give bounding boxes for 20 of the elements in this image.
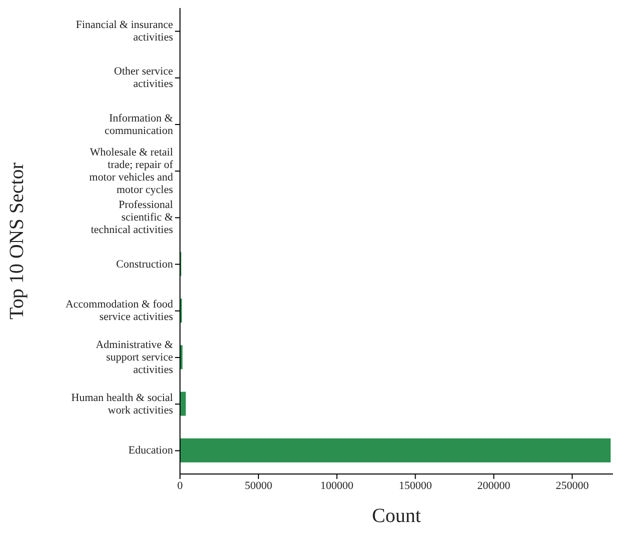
x-tick-label: 0 [177, 480, 184, 492]
bar [180, 392, 186, 416]
y-tick-label: Construction [116, 258, 174, 270]
y-tick-label: Accommodation & food service activities [65, 298, 174, 323]
y-tick-label: Administrative & support service activities [96, 338, 174, 376]
x-tick-label: 50000 [244, 480, 273, 492]
y-tick-label: Education [128, 444, 174, 456]
x-tick-label: 200000 [477, 480, 511, 492]
x-tick-label: 250000 [556, 480, 590, 492]
y-tick-label: Professional scientific & technical activities [90, 198, 174, 236]
y-tick-label: Financial & insurance activities [76, 18, 174, 44]
x-tick-label: 100000 [320, 480, 354, 492]
y-tick-label: Human health & social work activities [71, 391, 173, 416]
y-tick-label: Other service activities [114, 65, 174, 90]
y-axis-title: Top 10 ONS Sector [6, 162, 28, 320]
y-tick-label: Wholesale & retail trade; repair of motor vehicles and motor cycles [89, 146, 174, 196]
x-axis-title: Count [372, 505, 422, 527]
bar [180, 438, 611, 462]
y-tick-label: Information & communication [104, 112, 174, 136]
x-tick-label: 150000 [398, 480, 432, 492]
